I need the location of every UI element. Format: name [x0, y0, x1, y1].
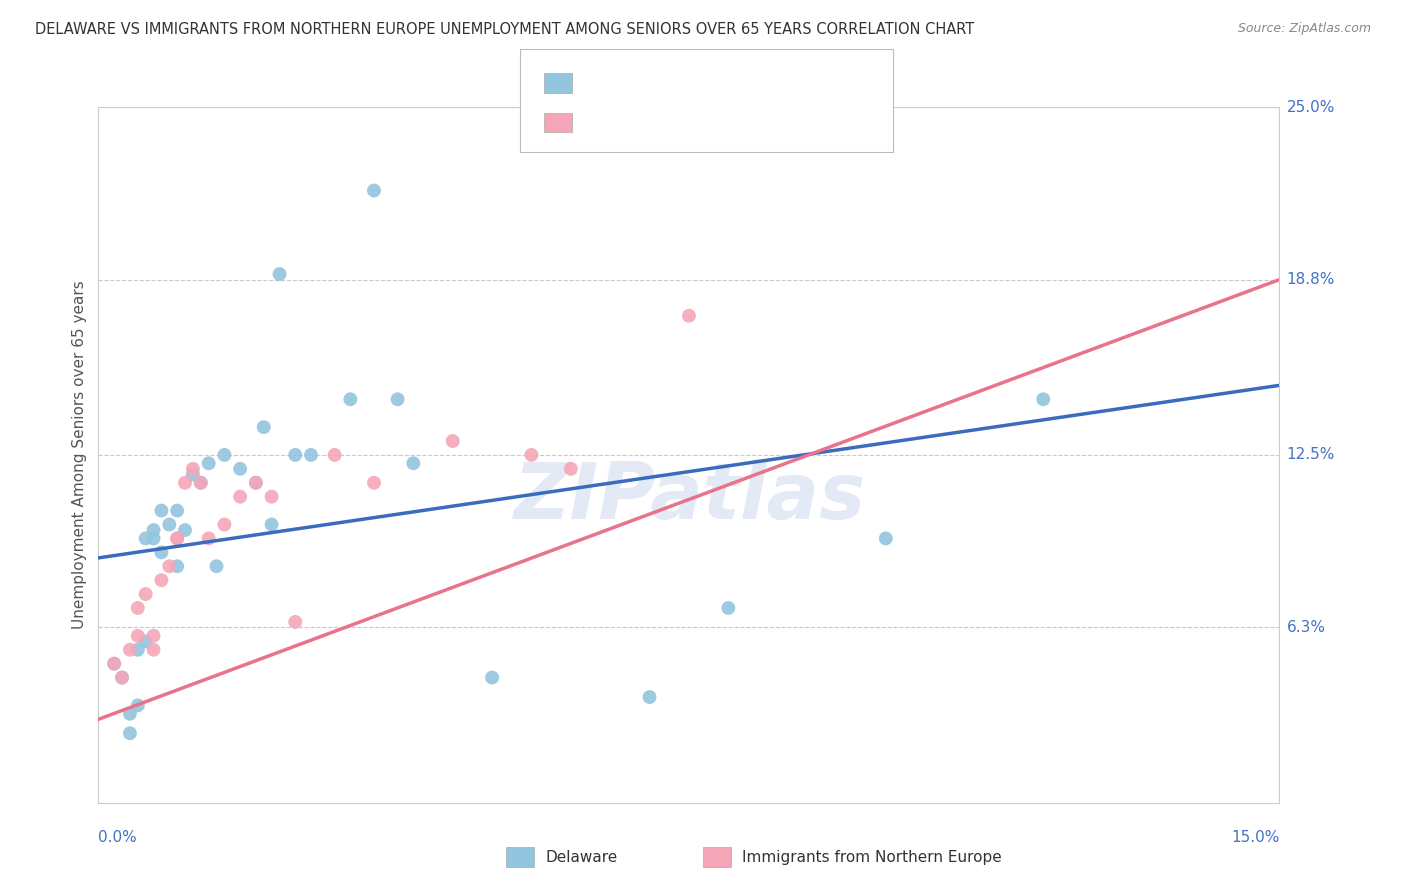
Point — [118, 642, 141, 657]
Text: 15.0%: 15.0% — [1232, 830, 1279, 845]
Point — [190, 475, 212, 490]
Point — [150, 545, 173, 559]
Point — [157, 559, 180, 574]
Point — [166, 532, 188, 546]
Point — [127, 698, 149, 713]
Text: 0.171: 0.171 — [628, 76, 676, 91]
Text: Immigrants from Northern Europe: Immigrants from Northern Europe — [742, 850, 1002, 864]
Point — [190, 475, 212, 490]
Point — [387, 392, 409, 407]
Point — [142, 642, 165, 657]
Point — [118, 706, 141, 721]
Point — [245, 475, 267, 490]
Point — [103, 657, 125, 671]
Point — [260, 490, 283, 504]
Point — [402, 456, 425, 470]
Point — [205, 559, 228, 574]
Point — [717, 601, 740, 615]
Point — [481, 671, 503, 685]
Point — [135, 532, 157, 546]
Text: ZIPatlas: ZIPatlas — [513, 458, 865, 534]
Point — [166, 532, 188, 546]
Point — [214, 448, 236, 462]
Text: R =: R = — [583, 115, 617, 130]
Point — [181, 467, 204, 482]
Text: Delaware: Delaware — [546, 850, 617, 864]
Point — [245, 475, 267, 490]
Point — [118, 726, 141, 740]
Point — [142, 523, 165, 537]
Point — [229, 490, 252, 504]
Point — [174, 475, 197, 490]
Point — [1032, 392, 1054, 407]
Point — [111, 671, 134, 685]
Point — [260, 517, 283, 532]
Text: 25.0%: 25.0% — [1286, 100, 1334, 114]
Point — [181, 462, 204, 476]
Point — [299, 448, 322, 462]
Point — [560, 462, 582, 476]
Point — [166, 559, 188, 574]
Text: 0.689: 0.689 — [628, 115, 676, 130]
Point — [127, 601, 149, 615]
Point — [150, 503, 173, 517]
Point — [197, 532, 219, 546]
Point — [269, 267, 291, 281]
Point — [678, 309, 700, 323]
Point — [111, 671, 134, 685]
Text: N =: N = — [699, 115, 742, 130]
Point — [150, 573, 173, 587]
Point — [142, 629, 165, 643]
Text: R =: R = — [583, 76, 617, 91]
Point — [875, 532, 897, 546]
Point — [638, 690, 661, 704]
Point — [284, 615, 307, 629]
Text: DELAWARE VS IMMIGRANTS FROM NORTHERN EUROPE UNEMPLOYMENT AMONG SENIORS OVER 65 Y: DELAWARE VS IMMIGRANTS FROM NORTHERN EUR… — [35, 22, 974, 37]
Point — [135, 634, 157, 648]
Point — [127, 642, 149, 657]
Point — [214, 517, 236, 532]
Point — [166, 503, 188, 517]
Text: N =: N = — [699, 76, 742, 91]
Point — [253, 420, 276, 434]
Point — [441, 434, 464, 448]
Point — [363, 475, 385, 490]
Point — [520, 448, 543, 462]
Text: 27: 27 — [749, 115, 770, 130]
Point — [135, 587, 157, 601]
Point — [103, 657, 125, 671]
Point — [339, 392, 361, 407]
Text: Source: ZipAtlas.com: Source: ZipAtlas.com — [1237, 22, 1371, 36]
Text: 18.8%: 18.8% — [1286, 272, 1334, 287]
Text: 6.3%: 6.3% — [1286, 620, 1326, 635]
Point — [174, 523, 197, 537]
Point — [284, 448, 307, 462]
Point — [197, 456, 219, 470]
Text: 0.0%: 0.0% — [98, 830, 138, 845]
Y-axis label: Unemployment Among Seniors over 65 years: Unemployment Among Seniors over 65 years — [72, 281, 87, 629]
Text: 12.5%: 12.5% — [1286, 448, 1334, 462]
Point — [229, 462, 252, 476]
Point — [127, 629, 149, 643]
Point — [157, 517, 180, 532]
Point — [323, 448, 346, 462]
Text: 37: 37 — [749, 76, 770, 91]
Point — [142, 532, 165, 546]
Point — [363, 184, 385, 198]
